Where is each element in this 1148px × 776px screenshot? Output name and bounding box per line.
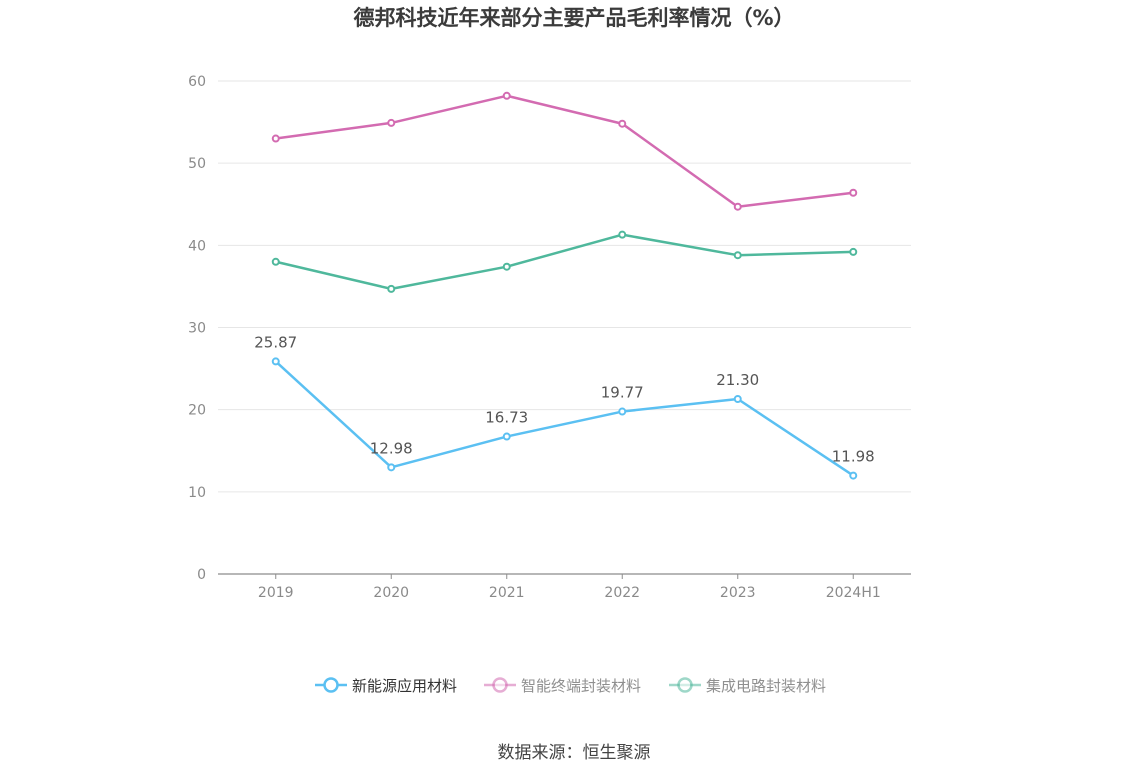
series-line (274, 360, 854, 477)
y-tick-label: 10 (188, 485, 206, 501)
data-label: 21.30 (716, 371, 759, 389)
legend-item: 新能源应用材料 (315, 677, 457, 695)
x-tick-label: 2023 (720, 585, 756, 601)
data-point (849, 247, 858, 256)
y-tick-label: 20 (188, 403, 206, 419)
data-label: 25.87 (254, 333, 297, 351)
data-label: 19.77 (601, 384, 644, 402)
y-tick-label: 30 (188, 321, 206, 337)
y-axis: 0 10 20 30 40 50 60 (188, 74, 206, 583)
data-point (618, 407, 627, 416)
series-line (275, 233, 854, 291)
data-point (387, 463, 396, 472)
y-tick-label: 0 (197, 567, 206, 583)
legend-label: 新能源应用材料 (352, 677, 457, 695)
data-label: 11.98 (832, 448, 875, 466)
data-source: 数据来源：恒生聚源 (497, 743, 651, 763)
y-tick-label: 40 (188, 238, 206, 254)
data-point (849, 188, 858, 197)
legend-item: 智能终端封装材料 (484, 677, 641, 695)
data-point (849, 471, 858, 480)
data-point (271, 357, 280, 366)
series-line (275, 94, 854, 208)
data-point (733, 394, 742, 403)
grid-lines (218, 80, 911, 493)
legend-marker (492, 677, 508, 693)
series-group (271, 91, 858, 480)
data-label: 12.98 (370, 439, 413, 457)
data-point (502, 262, 511, 271)
x-tick-label: 2022 (604, 585, 640, 601)
data-point (502, 432, 511, 441)
data-point (387, 284, 396, 293)
data-point (618, 230, 627, 239)
legend-label: 集成电路封装材料 (706, 677, 826, 695)
legend-marker (323, 677, 339, 693)
legend-item: 集成电路封装材料 (669, 677, 826, 695)
data-point (733, 202, 742, 211)
legend-marker (677, 677, 693, 693)
x-tick-label: 2019 (258, 585, 294, 601)
data-point (271, 257, 280, 266)
data-label: 16.73 (485, 409, 528, 427)
y-tick-label: 60 (188, 74, 206, 90)
x-tick-label: 2024H1 (826, 585, 881, 601)
y-tick-label: 50 (188, 156, 206, 172)
data-point (733, 251, 742, 260)
data-point (618, 119, 627, 128)
data-point (387, 118, 396, 127)
chart-title: 德邦科技近年来部分主要产品毛利率情况（%） (353, 6, 795, 30)
legend: 新能源应用材料 智能终端封装材料 集成电路封装材料 (315, 677, 826, 695)
x-tick-label: 2020 (373, 585, 409, 601)
line-chart: 0 10 20 30 40 50 60 2019 2020 2021 2022 2023 2024H1… (188, 74, 911, 695)
legend-label: 智能终端封装材料 (521, 677, 641, 695)
data-point (502, 91, 511, 100)
x-tick-label: 2021 (489, 585, 525, 601)
data-labels: 25.87 12.98 16.73 19.77 21.30 11.98 (254, 333, 874, 465)
data-point (271, 134, 280, 143)
x-axis: 2019 2020 2021 2022 2023 2024H1 (218, 573, 911, 601)
